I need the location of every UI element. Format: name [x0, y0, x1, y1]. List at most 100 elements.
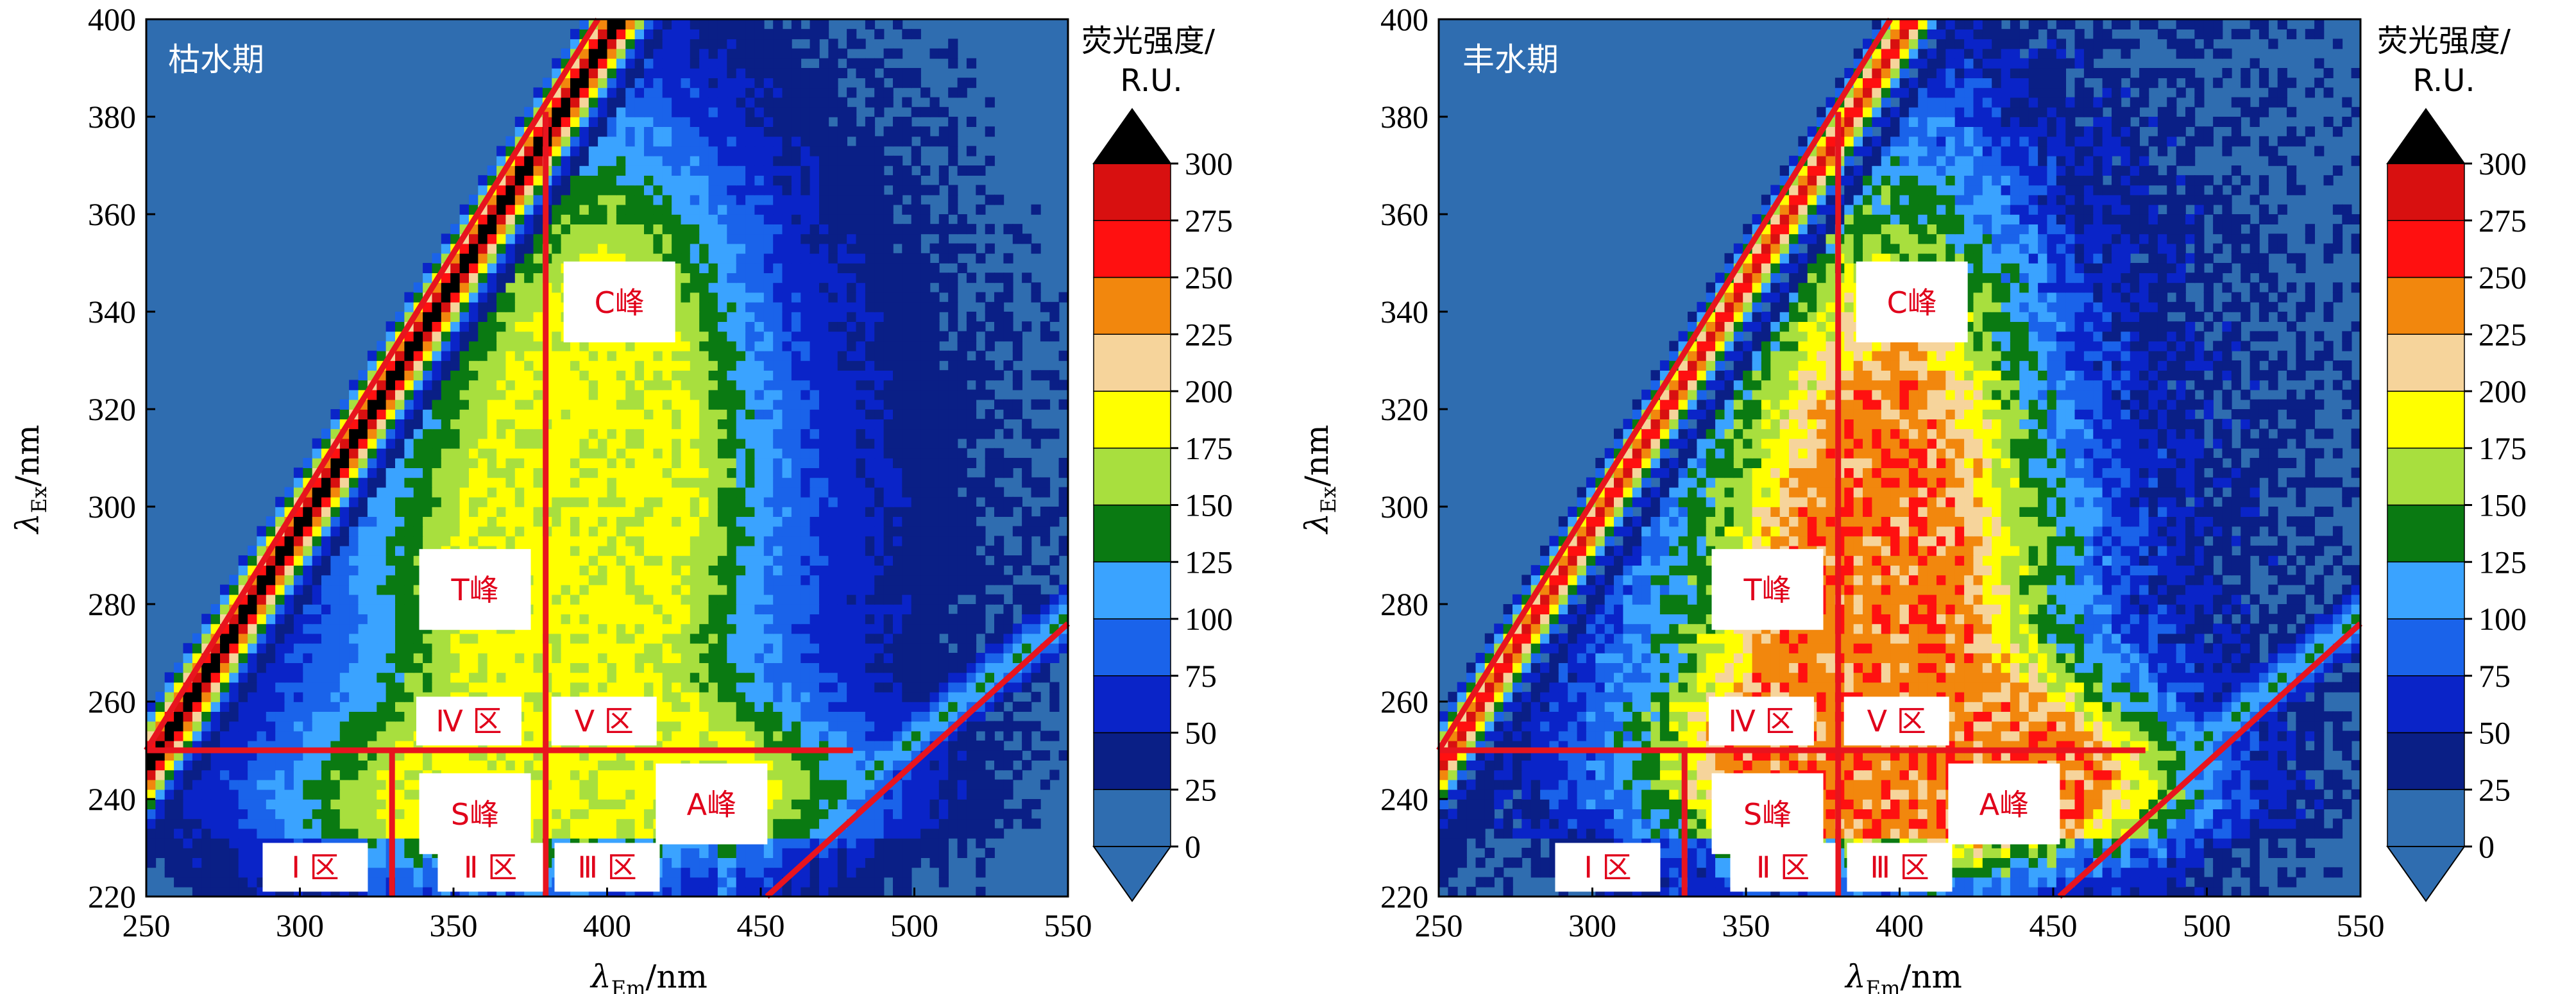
panel-2-title: 丰水期	[1462, 41, 1559, 78]
panel-2-rayleigh-line	[1436, 17, 1893, 752]
panel-1-divider-lines	[144, 17, 1071, 899]
colorbar-tick-label: 75	[2479, 658, 2511, 694]
panel-2-peak-label-text: A峰	[1979, 788, 2029, 822]
colorbar-swatch	[1093, 561, 1171, 619]
panel-1-peak-label-box	[419, 549, 531, 630]
colorbar-under-triangle	[1092, 846, 1172, 902]
panel-2: Ⅰ 区 Ⅱ 区 Ⅲ 区 Ⅳ 区 Ⅴ 区 C峰 T峰 S峰 A峰 丰水期 250 300 350 400…	[1298, 1, 2385, 994]
x-tick-label: 500	[890, 907, 938, 943]
panel-2-peak-label-box	[1711, 773, 1824, 854]
panel-1-y-label-sub: Ex	[27, 487, 51, 513]
colorbar-swatch	[2387, 333, 2465, 392]
y-tick-label: 360	[88, 196, 136, 232]
y-tick-label: 400	[1380, 1, 1428, 37]
y-tick-label: 280	[1380, 586, 1428, 622]
panel-1-region-label-box	[554, 843, 660, 892]
colorbar-tick-label: 175	[2479, 430, 2527, 466]
y-tick-label: 300	[88, 489, 136, 525]
y-tick-label: 260	[1380, 684, 1428, 720]
panel-2-region-label-text: Ⅱ 区	[1756, 850, 1809, 884]
panel-2-peak-label: T峰	[1711, 549, 1824, 630]
x-tick-label: 350	[430, 907, 478, 943]
y-tick-label: 220	[1380, 879, 1428, 914]
y-tick-label: 340	[88, 294, 136, 330]
panel-2-divider-lines	[1436, 17, 2363, 899]
panel-1-rayleigh-line	[144, 17, 600, 752]
panel-2-y-label-unit: /nm	[1298, 425, 1335, 486]
colorbar-swatch	[1093, 448, 1171, 506]
panel-2-y-ticks: 220 240 260 280 300 320 340 360 380 400	[1380, 1, 1448, 914]
x-tick-label: 300	[276, 907, 324, 943]
colorbar-swatch	[2387, 448, 2465, 506]
panel-2-x-label-symbol: λ	[1844, 958, 1866, 994]
panel-2-peak-label-box	[1948, 763, 2060, 845]
colorbar-tick-label: 300	[1185, 146, 1233, 181]
x-tick-label: 450	[737, 907, 785, 943]
colorbar-swatch	[1093, 276, 1171, 335]
panel-1-peak-label: C峰	[563, 261, 675, 342]
panel-1-x-axis-label: λEm/nm	[589, 958, 708, 994]
colorbar-under-triangle	[2386, 846, 2466, 902]
panel-2-y-label-symbol: λ	[1298, 513, 1335, 535]
colorbar-tick-label: 125	[1185, 544, 1233, 580]
x-tick-label: 500	[2183, 907, 2231, 943]
panel-2-peak-label-text: T峰	[1743, 573, 1791, 607]
panel-1-y-ticks: 220 240 260 280 300 320 340 360 380 400	[88, 1, 155, 914]
colorbar-swatch	[1093, 732, 1171, 790]
panel-1-second-order-line	[765, 621, 1071, 899]
colorbar-swatch	[2387, 675, 2465, 734]
x-tick-label: 400	[1876, 907, 1924, 943]
colorbar-tick-label: 50	[1185, 715, 1217, 751]
panel-1-region-label: Ⅴ 区	[551, 696, 657, 746]
panel-2-x-ticks: 250 300 350 400 450 500 550	[1415, 888, 2385, 943]
panel-1-peak-label-box	[419, 773, 531, 854]
colorbar-2: 荧光强度/ R.U. 0 25 50 75 100 125 150 175 200 225 250 2…	[2377, 23, 2527, 902]
panel-1-peak-label-text: T峰	[450, 573, 498, 607]
panel-2-y-label-sub: Ex	[1316, 487, 1341, 513]
panel-1-region-label-text: Ⅱ 区	[464, 850, 517, 884]
colorbar-tick-label: 250	[1185, 260, 1233, 296]
y-tick-label: 380	[88, 99, 136, 135]
panel-1-peak-label-text: S峰	[451, 797, 499, 832]
panel-2-region-label: Ⅴ 区	[1843, 696, 1949, 746]
y-tick-label: 240	[88, 781, 136, 817]
colorbar-swatch	[2387, 789, 2465, 847]
x-tick-label: 400	[583, 907, 631, 943]
panel-1-x-label-sub: Em	[611, 976, 646, 994]
colorbar-tick-label: 25	[2479, 771, 2511, 807]
x-tick-label: 250	[123, 907, 171, 943]
y-tick-label: 280	[88, 586, 136, 622]
panel-2-peak-label-box	[1711, 549, 1824, 630]
x-tick-label: 250	[1415, 907, 1463, 943]
panel-1-y-label-unit: /nm	[9, 425, 46, 486]
colorbar-tick-label: 275	[1185, 203, 1233, 239]
x-tick-label: 550	[2337, 907, 2385, 943]
colorbar-tick-label: 50	[2479, 715, 2511, 751]
panel-1-peak-label-box	[563, 261, 675, 342]
colorbar-tick-label: 0	[1185, 829, 1201, 864]
y-tick-label: 240	[1380, 781, 1428, 817]
panel-1-region-label-text: Ⅰ 区	[291, 850, 339, 884]
colorbar-tick-label: 225	[2479, 316, 2527, 352]
colorbar-1-title-line1: 荧光强度/	[1081, 23, 1216, 59]
panel-2-second-order-line	[2057, 621, 2363, 899]
panel-1-region-label: Ⅲ 区	[554, 843, 660, 892]
panel-2-x-label-sub: Em	[1866, 976, 1901, 994]
panel-1-contour-fill	[146, 19, 1069, 897]
colorbar-tick-label: 300	[2479, 146, 2527, 181]
panel-1-region-label: Ⅳ 区	[416, 696, 521, 746]
colorbar-swatch	[1093, 333, 1171, 392]
y-tick-label: 220	[88, 879, 136, 914]
panel-1-y-label-symbol: λ	[9, 513, 46, 535]
y-tick-label: 320	[1380, 391, 1428, 427]
panel-1-peak-label: A峰	[656, 763, 768, 845]
colorbar-tick-label: 200	[1185, 373, 1233, 409]
panel-2-region-label-text: Ⅰ 区	[1584, 850, 1631, 884]
colorbar-tick-label: 250	[2479, 260, 2527, 296]
panel-1-region-label-box	[262, 843, 368, 892]
colorbar-swatch	[1093, 504, 1171, 562]
y-tick-label: 320	[88, 391, 136, 427]
colorbar-swatch	[2387, 220, 2465, 278]
y-tick-label: 360	[1380, 196, 1428, 232]
panel-2-peak-label-box	[1856, 261, 1968, 342]
